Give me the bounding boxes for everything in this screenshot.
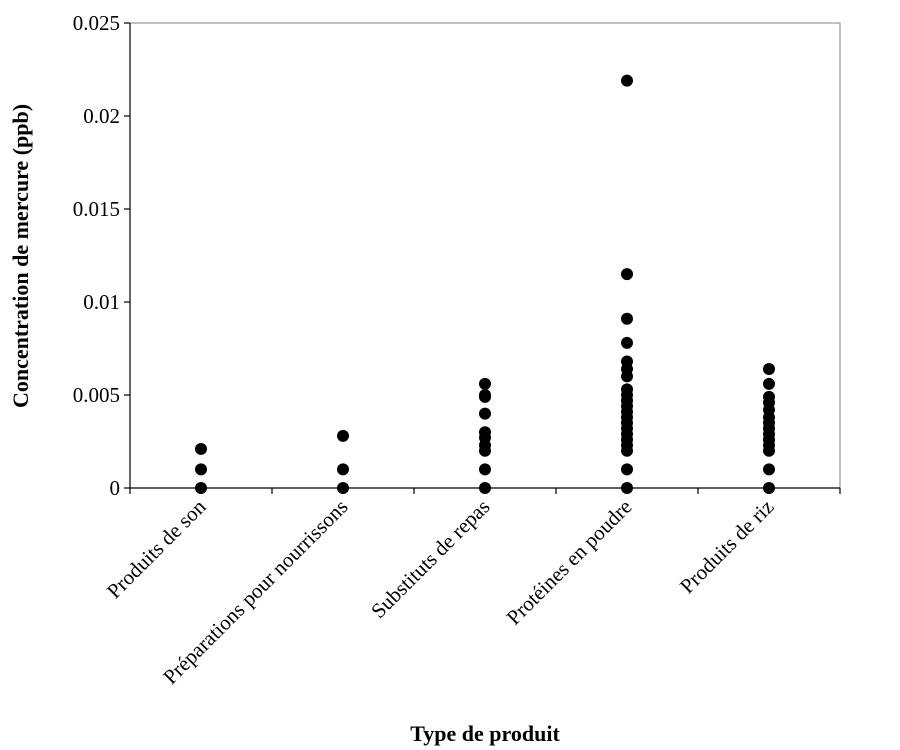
- data-point: [479, 389, 491, 401]
- data-point: [763, 463, 775, 476]
- data-point: [763, 390, 775, 403]
- data-point: [195, 463, 207, 476]
- data-point: [621, 463, 633, 476]
- data-point: [621, 482, 633, 494]
- data-point: [479, 426, 491, 439]
- x-axis-title: Type de produit: [410, 721, 560, 746]
- y-tick-label: 0.025: [73, 11, 120, 35]
- data-point: [337, 463, 349, 476]
- x-category-label: Protéines en poudre: [502, 495, 637, 630]
- x-category-label: Substituts de repas: [366, 495, 494, 623]
- data-point: [621, 312, 633, 325]
- data-point: [621, 74, 633, 87]
- data-point: [195, 442, 207, 455]
- x-axis-ticks: [129, 488, 841, 494]
- y-tick-label: 0.02: [83, 104, 120, 128]
- data-point: [479, 377, 491, 390]
- y-axis-title: Concentration de mercure (ppb): [8, 104, 33, 408]
- data-points: [195, 74, 775, 494]
- data-point: [763, 362, 775, 375]
- data-point: [621, 336, 633, 349]
- data-point: [621, 383, 633, 396]
- data-point: [479, 482, 491, 494]
- data-point: [763, 377, 775, 390]
- y-tick-label: 0.01: [83, 290, 120, 314]
- data-point: [195, 482, 207, 494]
- data-point: [763, 482, 775, 494]
- data-point: [479, 463, 491, 476]
- x-category-label: Produits de son: [102, 494, 211, 603]
- data-point: [479, 407, 491, 420]
- y-axis-ticks: 0 0.005 0.01 0.015 0.02 0.025: [73, 11, 130, 500]
- y-tick-label: 0: [110, 476, 121, 500]
- data-point: [337, 429, 349, 442]
- data-point: [621, 355, 633, 368]
- y-tick-label: 0.015: [73, 197, 120, 221]
- data-point: [621, 268, 633, 281]
- data-point: [337, 482, 349, 494]
- x-category-label: Produits de riz: [675, 495, 779, 599]
- y-tick-label: 0.005: [73, 383, 120, 407]
